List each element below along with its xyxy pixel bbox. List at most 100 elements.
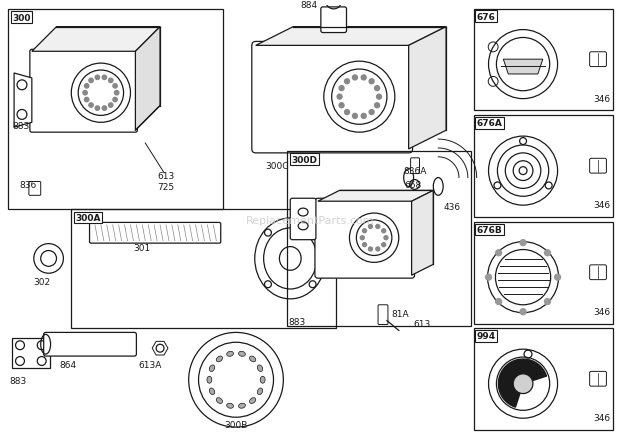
Circle shape bbox=[495, 250, 502, 256]
Ellipse shape bbox=[257, 365, 263, 372]
Polygon shape bbox=[14, 74, 32, 128]
Circle shape bbox=[544, 250, 551, 256]
Text: 676: 676 bbox=[477, 13, 495, 22]
Text: 725: 725 bbox=[157, 183, 174, 192]
FancyBboxPatch shape bbox=[590, 53, 606, 67]
Circle shape bbox=[83, 91, 87, 95]
Text: 613: 613 bbox=[414, 319, 431, 328]
Text: 436: 436 bbox=[443, 203, 460, 212]
Polygon shape bbox=[498, 359, 546, 407]
Text: 346: 346 bbox=[593, 413, 610, 422]
Circle shape bbox=[382, 243, 386, 247]
Circle shape bbox=[369, 79, 374, 85]
FancyBboxPatch shape bbox=[290, 199, 316, 240]
Polygon shape bbox=[412, 191, 433, 276]
Circle shape bbox=[352, 76, 357, 81]
Circle shape bbox=[84, 85, 89, 89]
Ellipse shape bbox=[239, 352, 246, 356]
Ellipse shape bbox=[216, 356, 223, 362]
Ellipse shape bbox=[260, 376, 265, 383]
Circle shape bbox=[345, 110, 350, 115]
Circle shape bbox=[89, 104, 93, 108]
Circle shape bbox=[337, 95, 342, 100]
Ellipse shape bbox=[216, 398, 223, 404]
Circle shape bbox=[555, 275, 560, 280]
Text: 300B: 300B bbox=[224, 420, 248, 429]
Text: 883: 883 bbox=[9, 376, 27, 385]
Circle shape bbox=[95, 107, 100, 111]
FancyBboxPatch shape bbox=[30, 50, 138, 133]
Circle shape bbox=[376, 247, 379, 251]
Polygon shape bbox=[32, 27, 160, 52]
Text: 884: 884 bbox=[301, 1, 317, 10]
FancyBboxPatch shape bbox=[43, 332, 136, 356]
Circle shape bbox=[360, 236, 365, 240]
Circle shape bbox=[361, 76, 366, 81]
Text: 676B: 676B bbox=[477, 225, 502, 234]
Circle shape bbox=[339, 86, 344, 91]
Text: 346: 346 bbox=[593, 94, 610, 103]
Circle shape bbox=[84, 98, 89, 102]
FancyBboxPatch shape bbox=[590, 265, 606, 280]
Text: 676A: 676A bbox=[477, 119, 503, 128]
FancyBboxPatch shape bbox=[252, 43, 412, 154]
Circle shape bbox=[102, 76, 107, 80]
Circle shape bbox=[113, 85, 117, 89]
Ellipse shape bbox=[249, 356, 255, 362]
Circle shape bbox=[368, 225, 373, 229]
FancyBboxPatch shape bbox=[378, 305, 388, 325]
Polygon shape bbox=[503, 60, 542, 75]
Ellipse shape bbox=[227, 352, 234, 356]
Circle shape bbox=[384, 236, 388, 240]
Text: 668: 668 bbox=[405, 181, 422, 190]
Bar bbox=[474, 329, 613, 430]
Text: 301: 301 bbox=[134, 243, 151, 252]
Bar bbox=[71, 210, 335, 329]
Polygon shape bbox=[255, 27, 446, 46]
FancyBboxPatch shape bbox=[89, 223, 221, 243]
Bar bbox=[287, 151, 471, 327]
Text: 883: 883 bbox=[12, 122, 29, 131]
FancyBboxPatch shape bbox=[321, 8, 347, 33]
Text: 883: 883 bbox=[288, 317, 306, 326]
Text: 300A: 300A bbox=[75, 214, 100, 223]
Circle shape bbox=[513, 374, 533, 394]
Text: ReplacementParts.com: ReplacementParts.com bbox=[246, 215, 374, 225]
Circle shape bbox=[345, 79, 350, 85]
FancyBboxPatch shape bbox=[410, 158, 420, 174]
FancyBboxPatch shape bbox=[590, 159, 606, 174]
Polygon shape bbox=[135, 27, 160, 131]
Text: 346: 346 bbox=[593, 201, 610, 210]
Circle shape bbox=[369, 110, 374, 115]
Text: 300C: 300C bbox=[265, 161, 289, 171]
Text: 300D: 300D bbox=[291, 155, 317, 164]
Circle shape bbox=[339, 104, 344, 108]
Ellipse shape bbox=[207, 376, 212, 383]
Circle shape bbox=[368, 247, 373, 251]
Bar bbox=[474, 10, 613, 111]
Circle shape bbox=[485, 275, 492, 280]
Text: 346: 346 bbox=[593, 307, 610, 316]
Circle shape bbox=[352, 114, 357, 119]
Text: 836A: 836A bbox=[404, 166, 427, 175]
Bar bbox=[8, 10, 223, 210]
Ellipse shape bbox=[227, 403, 234, 408]
Ellipse shape bbox=[210, 365, 215, 372]
Polygon shape bbox=[409, 27, 446, 150]
Circle shape bbox=[544, 299, 551, 305]
Circle shape bbox=[89, 79, 93, 83]
Circle shape bbox=[115, 91, 119, 95]
Circle shape bbox=[95, 76, 100, 80]
Ellipse shape bbox=[210, 388, 215, 395]
Ellipse shape bbox=[249, 398, 255, 404]
Circle shape bbox=[113, 98, 117, 102]
Circle shape bbox=[363, 243, 366, 247]
Text: 864: 864 bbox=[60, 360, 77, 369]
Text: 81A: 81A bbox=[391, 309, 409, 318]
Circle shape bbox=[374, 104, 379, 108]
Circle shape bbox=[363, 229, 366, 233]
Circle shape bbox=[108, 79, 113, 83]
Circle shape bbox=[382, 229, 386, 233]
Polygon shape bbox=[152, 342, 168, 355]
Circle shape bbox=[102, 107, 107, 111]
